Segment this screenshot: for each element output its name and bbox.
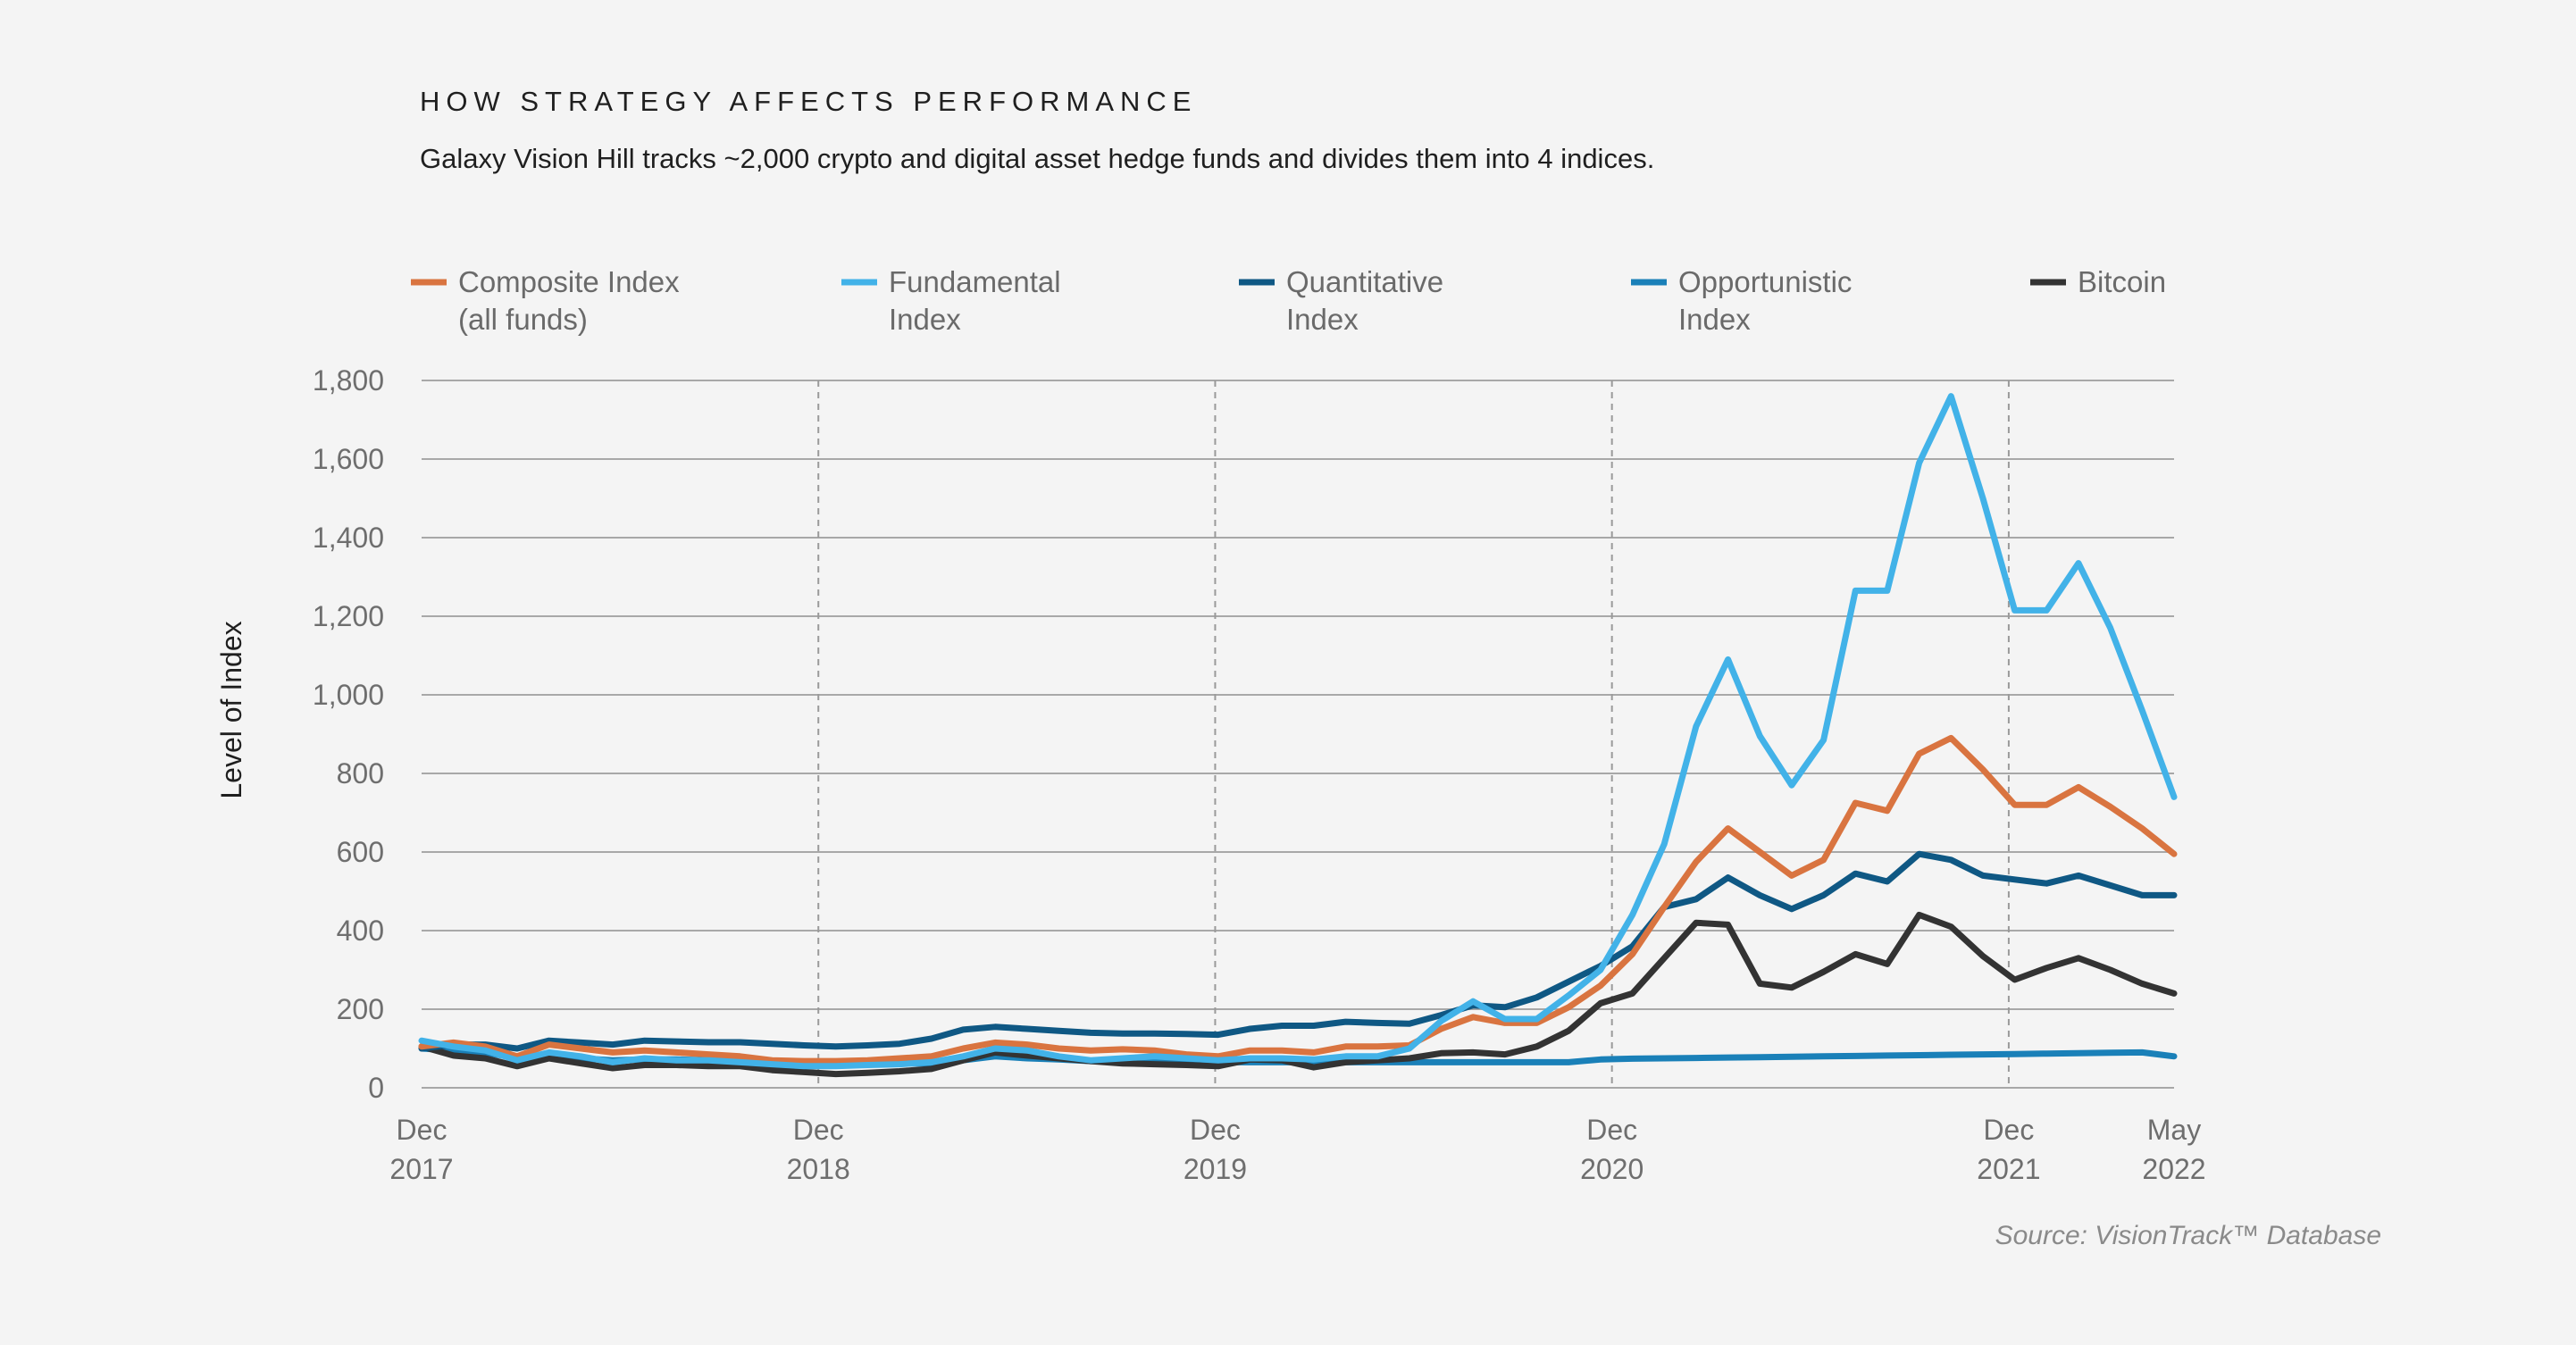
y-axis: 0 200 400 600 800 1,000 1,200 1,400 1,600 1,800 <box>313 364 384 1104</box>
legend-label: Fundamental <box>889 265 1061 298</box>
x-tick-label: 2019 <box>1183 1153 1247 1185</box>
legend-label: Composite Index <box>458 265 680 298</box>
legend-label: Index <box>889 303 961 336</box>
source-note: Source: VisionTrack™ Database <box>1995 1221 2381 1250</box>
y-axis-label: Level of Index <box>215 621 247 798</box>
legend: Composite Index (all funds) Fundamental Ind… <box>411 265 2166 336</box>
series-line <box>418 911 2178 1078</box>
x-tick-label: Dec <box>1586 1114 1637 1146</box>
series-line <box>418 393 2178 1070</box>
y-tick-label: 1,000 <box>313 679 384 711</box>
y-tick-label: 1,800 <box>313 364 384 397</box>
x-tick-label: 2020 <box>1580 1153 1643 1185</box>
series-line <box>418 734 2178 1065</box>
x-tick-label: Dec <box>397 1114 447 1146</box>
y-tick-label: 800 <box>337 757 384 789</box>
chart-title: HOW STRATEGY AFFECTS PERFORMANCE <box>420 86 1197 117</box>
y-tick-label: 1,200 <box>313 600 384 632</box>
series-line <box>418 850 2178 1052</box>
x-tick-label: 2018 <box>787 1153 850 1185</box>
x-tick-label: Dec <box>1190 1114 1241 1146</box>
x-tick-label: May <box>2147 1114 2201 1146</box>
legend-label: (all funds) <box>458 303 588 336</box>
grid <box>422 380 2174 1089</box>
legend-label: Index <box>1678 303 1751 336</box>
y-tick-label: 1,400 <box>313 522 384 554</box>
y-tick-label: 1,600 <box>313 443 384 475</box>
x-tick-label: 2021 <box>1977 1153 2040 1185</box>
x-tick-label: Dec <box>793 1114 844 1146</box>
legend-label: Quantitative <box>1286 265 1443 298</box>
chart-subtitle: Galaxy Vision Hill tracks ~2,000 crypto … <box>420 143 1654 174</box>
x-axis: Dec 2017 Dec 2018 Dec 2019 Dec 2020 Dec 2021 May 20… <box>389 1114 2205 1185</box>
x-tick-label: Dec <box>1983 1114 2034 1146</box>
x-tick-label: 2017 <box>389 1153 453 1185</box>
y-tick-label: 400 <box>337 915 384 947</box>
legend-label: Bitcoin <box>2078 265 2166 298</box>
legend-label: Index <box>1286 303 1359 336</box>
legend-label: Opportunistic <box>1678 265 1852 298</box>
y-tick-label: 0 <box>368 1072 384 1104</box>
y-tick-label: 200 <box>337 993 384 1025</box>
series-lines <box>418 393 2178 1078</box>
x-tick-label: 2022 <box>2142 1153 2205 1185</box>
y-tick-label: 600 <box>337 836 384 868</box>
